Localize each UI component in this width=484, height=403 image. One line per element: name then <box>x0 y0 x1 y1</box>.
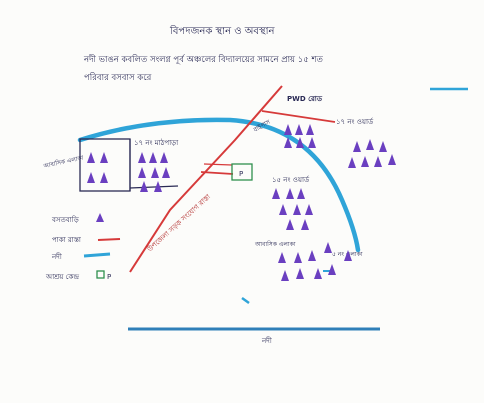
river-dash <box>241 296 250 305</box>
house-icon <box>154 181 162 192</box>
house-icon <box>294 252 302 263</box>
house-icon <box>348 157 356 168</box>
house-icon <box>138 167 146 178</box>
house-icon <box>279 204 287 215</box>
house-icon <box>100 152 108 163</box>
shelter-marker-label: P <box>239 170 243 178</box>
block-divider <box>129 185 179 189</box>
legend-label: নদী <box>51 252 63 261</box>
map-note-line2: পরিবার বসবাস করে <box>84 72 153 83</box>
road-main-diagonal <box>129 85 283 273</box>
house-icon <box>272 188 280 199</box>
house-icon <box>296 268 304 279</box>
house-icon <box>87 172 95 183</box>
house-icon <box>87 152 95 163</box>
house-icon <box>306 124 314 135</box>
house-icon <box>296 137 304 148</box>
house-icon <box>286 219 294 230</box>
legend-label: পাকা রাস্তা <box>52 236 82 244</box>
house-icon <box>295 124 303 135</box>
house-icon <box>284 124 292 135</box>
house-icon <box>162 167 170 178</box>
river-main <box>77 117 361 253</box>
house-icon <box>149 152 157 163</box>
legend-shelter-icon <box>96 270 105 279</box>
settlement-block-left <box>79 138 131 192</box>
house-icon <box>297 188 305 199</box>
legend-road-icon <box>97 238 121 241</box>
house-icon <box>138 152 146 163</box>
legend-label: বসতবাড়ি <box>51 216 80 224</box>
house-icon <box>100 172 108 183</box>
house-icon <box>344 250 352 261</box>
house-icon <box>361 156 369 167</box>
house-icon <box>286 188 294 199</box>
house-icon <box>314 268 322 279</box>
road-branch-lower <box>203 163 233 166</box>
shelter-marker <box>231 163 253 181</box>
pwd-road-label: PWD রোড <box>287 95 323 103</box>
map-title: বিপদজনক স্থান ও অবস্থান <box>169 25 276 37</box>
road-branch-upper <box>261 110 336 123</box>
house-icon <box>308 137 316 148</box>
river-bottom-label: নদী <box>261 336 273 345</box>
legend-house-icon <box>96 213 104 222</box>
house-icon <box>151 167 159 178</box>
house-icon <box>308 250 316 261</box>
house-icon <box>278 252 286 263</box>
house-icon <box>284 137 292 148</box>
house-markers <box>87 124 396 281</box>
house-icon <box>281 270 289 281</box>
house-icon <box>140 181 148 192</box>
legend: বসতবাড়ি পাকা রাস্তা নদী আশ্রয় কেন্দ্র … <box>45 213 121 281</box>
house-icon <box>160 152 168 163</box>
map-note-line1: নদী ভাঙন কবলিত সংলগ্ন পূর্ব অঞ্চলের বিদ্… <box>83 53 324 65</box>
house-icon <box>328 264 336 275</box>
legend-shelter-letter: P <box>107 273 111 281</box>
house-icon <box>388 154 396 165</box>
house-icon <box>324 242 332 253</box>
settlement-left-label: আবাসিক এলাকা <box>42 155 84 171</box>
road-branch-lower <box>200 171 234 175</box>
settlement-center-right-label: ১৫ নং ওয়ার্ড <box>272 176 310 184</box>
house-icon <box>374 156 382 167</box>
house-icon <box>366 139 374 150</box>
house-icon <box>353 141 361 152</box>
settlement-bottom-label: আবাসিক এলাকা <box>254 241 296 248</box>
settlement-upper-right-label: ১৭ নং ওয়ার্ড <box>336 118 374 126</box>
legend-label: আশ্রয় কেন্দ্র <box>45 273 79 281</box>
house-icon <box>305 204 313 215</box>
paddy-zone-label: ১৭ নং মাঠপাড়া <box>134 138 179 147</box>
house-icon <box>379 141 387 152</box>
legend-river-icon <box>83 252 111 258</box>
house-icon <box>293 204 301 215</box>
house-icon <box>301 219 309 230</box>
